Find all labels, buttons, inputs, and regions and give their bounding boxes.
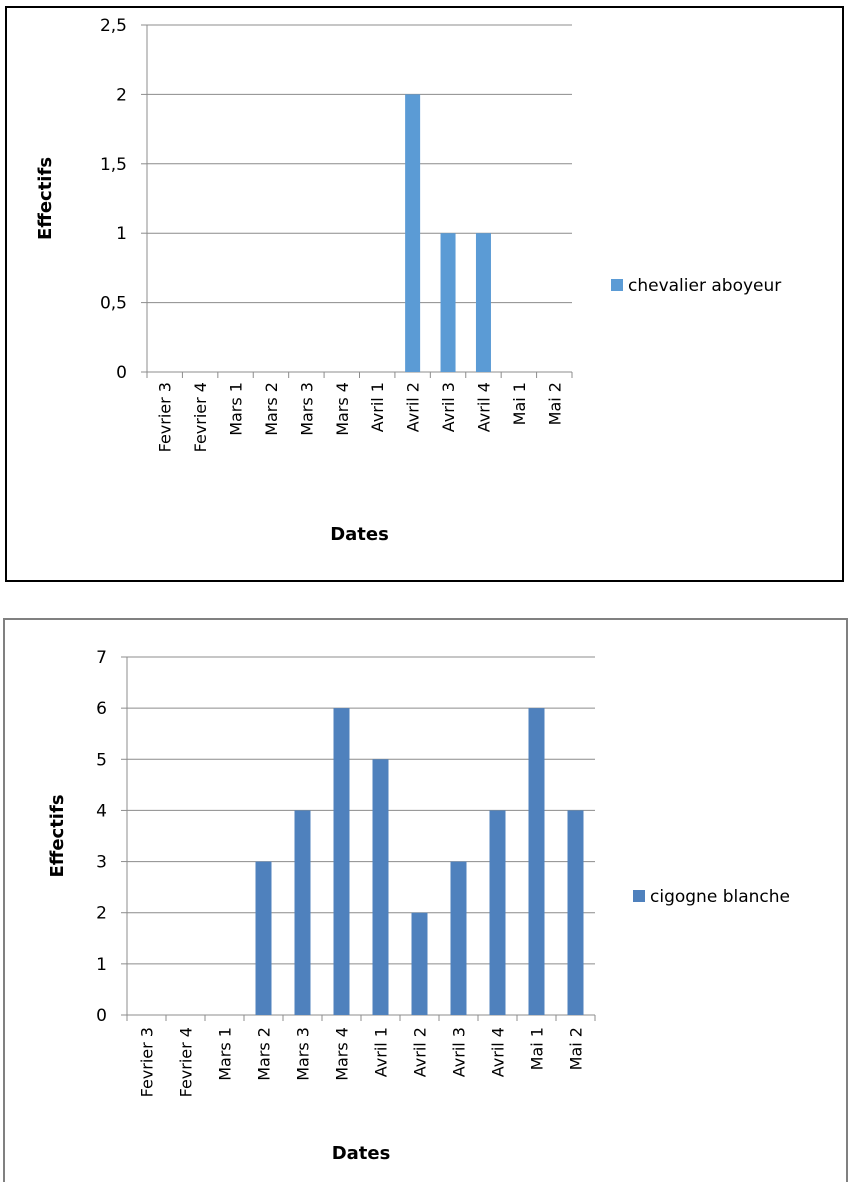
x-category-label: Fevrier 3: [156, 382, 175, 452]
x-axis-title: Dates: [332, 1143, 391, 1164]
y-tick-label: 2: [116, 85, 127, 105]
x-category-label: Mars 4: [333, 382, 352, 436]
x-category-label: Avril 1: [372, 1027, 391, 1077]
bar: [450, 861, 467, 1015]
y-tick-label: 2,5: [100, 16, 127, 36]
x-category-label: Mars 3: [294, 1027, 313, 1081]
x-category-label: Mars 4: [333, 1027, 352, 1081]
y-tick-label: 4: [96, 801, 107, 821]
x-category-label: Fevrier 4: [191, 382, 210, 452]
bar: [411, 912, 428, 1015]
x-category-label: Mai 2: [567, 1027, 586, 1070]
x-category-label: Avril 2: [411, 1027, 430, 1077]
y-tick-label: 6: [96, 699, 107, 719]
y-tick-label: 0: [96, 1006, 107, 1026]
y-tick-label: 3: [96, 853, 107, 873]
legend-swatch: [611, 279, 623, 291]
x-category-label: Mars 2: [255, 1027, 274, 1081]
y-tick-label: 7: [96, 648, 107, 668]
x-category-label: Mars 1: [227, 382, 246, 436]
y-tick-label: 1,5: [100, 155, 127, 175]
x-category-label: Avril 3: [439, 382, 458, 432]
x-category-label: Mars 2: [262, 382, 281, 436]
x-category-label: Avril 4: [474, 382, 493, 432]
y-axis-title: Effectifs: [47, 794, 68, 877]
y-tick-label: 1: [116, 224, 127, 244]
x-category-label: Mars 3: [297, 382, 316, 436]
y-axis-title: Effectifs: [35, 157, 56, 240]
bar: [475, 233, 491, 372]
bar: [333, 708, 350, 1015]
bar: [440, 233, 456, 372]
y-tick-label: 5: [96, 750, 107, 770]
chart-2-plot: 0 1 2 3 4 5 6 7 Fevrier 3 Fevrier 4 Mars 1 Mars 2 Ma…: [47, 648, 790, 1164]
x-category-label: Avril 2: [404, 382, 423, 432]
y-tick-label: 2: [96, 904, 107, 924]
bar: [489, 810, 506, 1015]
bar: [528, 708, 545, 1015]
x-category-label: Mai 2: [545, 382, 564, 425]
x-axis-title: Dates: [330, 524, 389, 545]
bar: [294, 810, 311, 1015]
y-tick-label: 1: [96, 955, 107, 975]
bar: [255, 861, 272, 1015]
legend-label: chevalier aboyeur: [628, 276, 781, 296]
legend-label: cigogne blanche: [650, 887, 790, 907]
bar: [372, 759, 389, 1015]
x-category-label: Fevrier 3: [138, 1027, 157, 1097]
legend-swatch: [633, 890, 645, 902]
bar: [405, 94, 421, 373]
y-tick-label: 0,5: [100, 294, 127, 314]
x-category-label: Avril 3: [450, 1027, 469, 1077]
x-category-label: Mai 1: [528, 1027, 547, 1070]
x-category-label: Avril 4: [489, 1027, 508, 1077]
x-category-label: Mai 1: [510, 382, 529, 425]
bar: [567, 810, 584, 1015]
x-category-label: Fevrier 4: [177, 1027, 196, 1097]
x-category-label: Mars 1: [216, 1027, 235, 1081]
chart-1-plot: 0 0,5 1 1,5 2 2,5 Fevrier 3 Fevrier 4 Mars 1 Mars…: [35, 16, 781, 545]
y-tick-label: 0: [116, 363, 127, 383]
chart-cigogne-blanche: 0 1 2 3 4 5 6 7 Fevrier 3 Fevrier 4 Mars 1 Mars 2 Ma…: [3, 618, 848, 1182]
x-category-label: Avril 1: [368, 382, 387, 432]
chart-chevalier-aboyeur: 0 0,5 1 1,5 2 2,5 Fevrier 3 Fevrier 4 Mars 1 Mars…: [5, 6, 844, 582]
